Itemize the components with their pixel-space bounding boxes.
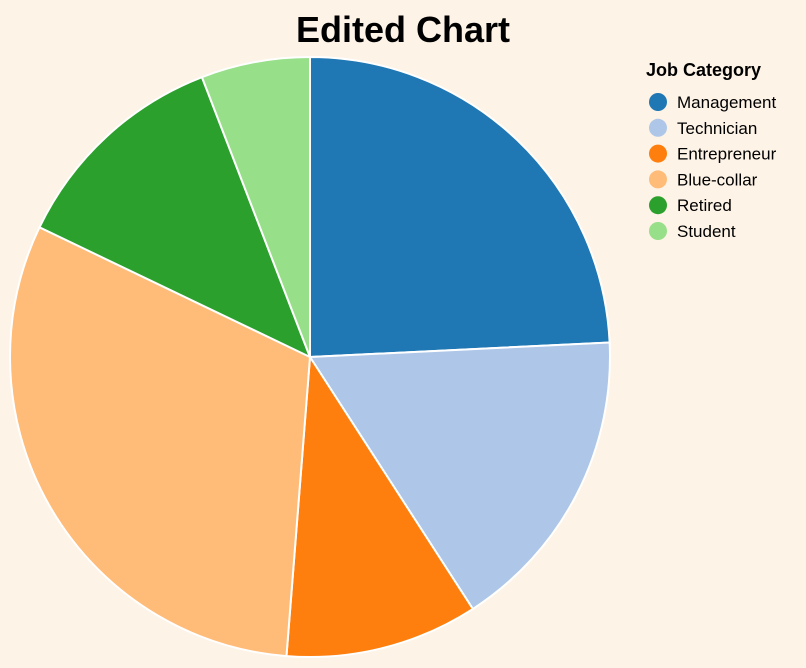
legend-item: Student xyxy=(649,222,736,241)
legend-label: Technician xyxy=(677,119,757,138)
legend-swatch xyxy=(649,170,667,189)
pie-slice-management xyxy=(309,55,611,359)
legend-item: Retired xyxy=(649,196,732,215)
legend-items: Management Technician Entrepreneur Blue-col… xyxy=(649,93,777,241)
chart-title: Edited Chart xyxy=(296,9,510,50)
pie-slice-retired xyxy=(38,75,312,359)
legend-swatch xyxy=(649,222,667,240)
legend-item: Management xyxy=(649,93,777,112)
legend-item: Technician xyxy=(649,118,757,138)
legend-label: Entrepreneur xyxy=(677,145,777,164)
legend-swatch xyxy=(649,118,667,137)
legend-label: Student xyxy=(677,222,736,241)
pie-slices xyxy=(9,55,611,658)
legend-label: Retired xyxy=(677,196,732,215)
pie-slice-entrepreneur xyxy=(285,353,475,658)
legend-title: Job Category xyxy=(646,60,761,80)
legend-item: Blue-collar xyxy=(649,170,758,189)
legend-label: Management xyxy=(677,93,777,112)
legend-item: Entrepreneur xyxy=(649,144,777,164)
legend-swatch xyxy=(649,93,667,111)
legend-label: Blue-collar xyxy=(677,170,758,189)
pie-slice-blue-collar xyxy=(9,225,312,658)
pie-slice-technician xyxy=(308,341,611,611)
pie-slice-student xyxy=(200,55,311,358)
legend-swatch xyxy=(649,144,667,163)
legend: Job Category Management Technician Entrepr… xyxy=(646,60,777,241)
legend-swatch xyxy=(649,196,667,215)
